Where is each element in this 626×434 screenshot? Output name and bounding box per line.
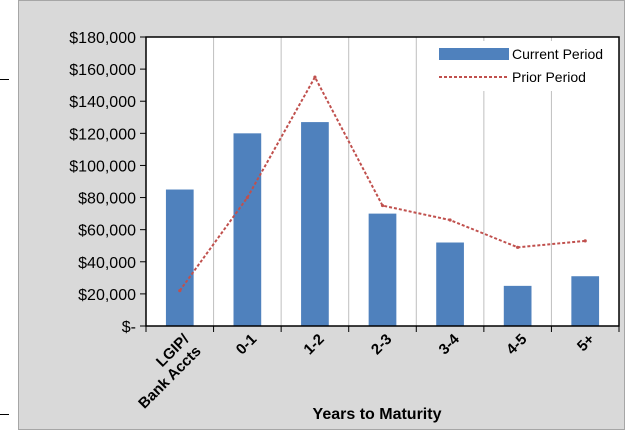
plot-border [145,36,620,327]
bar-current-period [368,213,397,326]
y-tick-label: $20,000 [78,287,136,304]
y-tick-label: $100,000 [69,158,136,175]
bar-current-period [233,133,262,326]
axes [140,36,620,332]
x-tick-label: 4-5 [503,331,530,358]
y-tick-label: $60,000 [78,223,136,240]
prior-period-point [178,289,182,293]
bars-current-period [165,122,600,326]
prior-period-point [313,75,317,79]
bar-current-period [165,189,194,326]
legend-label-current-period: Current Period [512,46,603,62]
x-tick-label: 2-3 [368,331,395,358]
bar-current-period [503,285,532,326]
prior-period-point [245,195,249,200]
y-tick-label: $- [122,319,136,336]
chart-svg: $- $20,000 $40,000 $60,000 $80,000 $100,000 $1… [69,30,620,423]
bar-current-period [301,122,329,326]
y-tick-labels: $- $20,000 $40,000 $60,000 $80,000 $100,000 $1… [69,30,136,336]
x-tick-labels: LGIP/Bank Accts 0-1 1-2 2-3 3-4 4-5 5+ [123,330,598,412]
chart-area: $- $20,000 $40,000 $60,000 $80,000 $100,000 $1… [18,0,625,430]
bar-current-period [436,242,464,326]
legend: Current Period Prior Period [431,41,615,91]
y-tick-label: $120,000 [69,126,136,143]
x-tick-label: 1-2 [300,331,327,358]
x-tick-label: LGIP/Bank Accts [123,330,205,412]
prior-period-point [380,203,385,208]
legend-label-prior-period: Prior Period [512,69,586,85]
x-axis-title: Years to Maturity [313,406,442,423]
prior-period-point [448,218,452,222]
page-margin-mark-bottom [0,414,9,415]
prior-period-point [583,239,587,243]
line-prior-period [178,75,587,293]
x-tick-label: 5+ [574,331,598,355]
x-tick-label: 0-1 [233,331,260,358]
y-tick-label: $140,000 [69,94,136,111]
prior-period-point [516,245,520,249]
legend-swatch-current-period [439,48,509,60]
y-tick-label: $80,000 [78,191,136,208]
page-margin-mark-top [0,79,9,80]
gridlines [213,37,552,326]
y-tick-label: $160,000 [69,62,136,79]
y-tick-label: $40,000 [78,255,136,272]
bar-current-period [571,276,600,326]
y-tick-label: $180,000 [69,30,136,47]
x-tick-label: 3-4 [436,330,464,358]
